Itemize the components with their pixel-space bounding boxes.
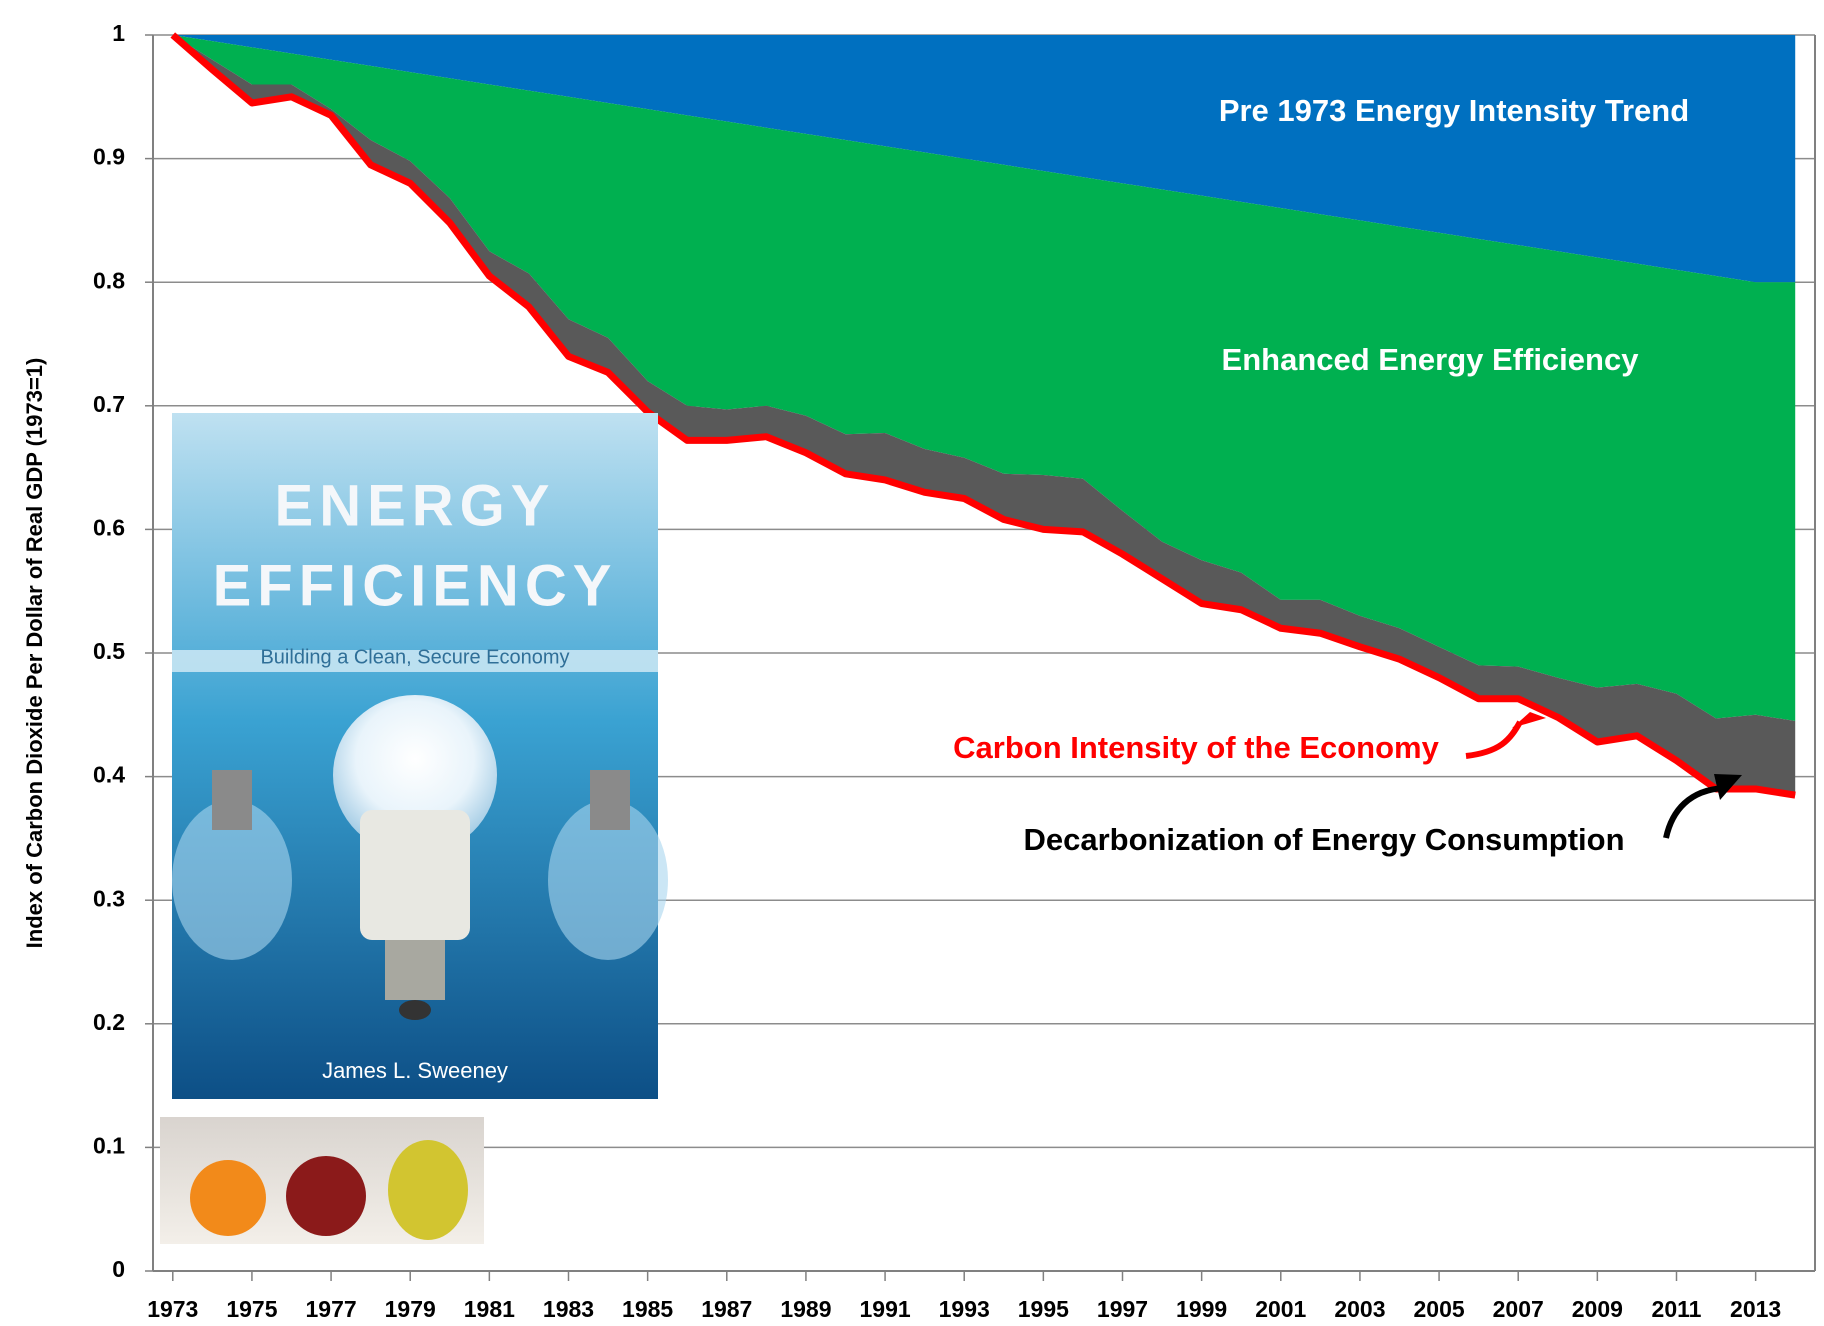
x-tick-label: 2013 — [1730, 1296, 1781, 1322]
chart: 0 0.1 0.2 0.3 0.4 0.5 0.6 0.7 0.8 0.9 1 1973 1975 197… — [0, 0, 1824, 1326]
line-label: Carbon Intensity of the Economy — [953, 730, 1439, 765]
x-tick-label: 1999 — [1176, 1296, 1227, 1322]
x-tick-label: 2005 — [1413, 1296, 1464, 1322]
x-tick-label: 1973 — [147, 1296, 198, 1322]
x-tick-label: 1989 — [780, 1296, 831, 1322]
arrow — [1666, 788, 1724, 838]
x-tick-label: 2009 — [1572, 1296, 1623, 1322]
y-tick-label: 0.9 — [93, 144, 125, 170]
x-tick-label: 1993 — [939, 1296, 990, 1322]
book-title: EFFICIENCY — [213, 553, 618, 618]
x-tick-label: 2003 — [1334, 1296, 1385, 1322]
y-tick-label: 0.7 — [93, 391, 125, 417]
x-tick-label: 1977 — [305, 1296, 356, 1322]
y-tick-label: 0.8 — [93, 267, 125, 293]
x-tick-label: 1983 — [543, 1296, 594, 1322]
x-tick-label: 1991 — [859, 1296, 910, 1322]
y-tick-label: 0.3 — [93, 885, 125, 911]
book-subtitle: Building a Clean, Secure Economy — [260, 646, 569, 668]
book-author: James L. Sweeney — [322, 1058, 508, 1083]
y-tick-label: 0.5 — [93, 638, 125, 664]
y-tick-label: 0 — [112, 1256, 125, 1282]
y-tick-label: 0.4 — [93, 762, 125, 788]
y-tick-label: 0.2 — [93, 1009, 125, 1035]
series-label: Pre 1973 Energy Intensity Trend — [1219, 93, 1689, 128]
x-tick-label: 2011 — [1652, 1296, 1702, 1322]
book-title: ENERGY — [275, 473, 556, 538]
x-tick-label: 1995 — [1018, 1296, 1069, 1322]
arrow-head — [1512, 712, 1546, 728]
series-label: Enhanced Energy Efficiency — [1222, 342, 1640, 377]
x-tick-label: 1979 — [385, 1296, 436, 1322]
x-tick-label: 2007 — [1493, 1296, 1544, 1322]
x-tick-label: 1985 — [622, 1296, 673, 1322]
y-axis-label: Index of Carbon Dioxide Per Dollar of Re… — [22, 358, 47, 949]
y-tick-label: 0.6 — [93, 514, 125, 540]
x-tick-label: 1981 — [464, 1296, 515, 1322]
x-tick-label: 1997 — [1097, 1296, 1148, 1322]
book-cover: ENERGY EFFICIENCY Building a Clean, Secu… — [172, 413, 668, 1099]
series-label: Decarbonization of Energy Consumption — [1023, 822, 1624, 857]
x-tick-label: 1975 — [226, 1296, 277, 1322]
fruit-photo — [160, 1117, 484, 1244]
x-tick-label: 2001 — [1255, 1296, 1306, 1322]
y-tick-label: 0.1 — [93, 1132, 125, 1158]
x-tick-label: 1987 — [701, 1296, 752, 1322]
y-tick-label: 1 — [112, 20, 125, 46]
arrow — [1466, 722, 1520, 756]
